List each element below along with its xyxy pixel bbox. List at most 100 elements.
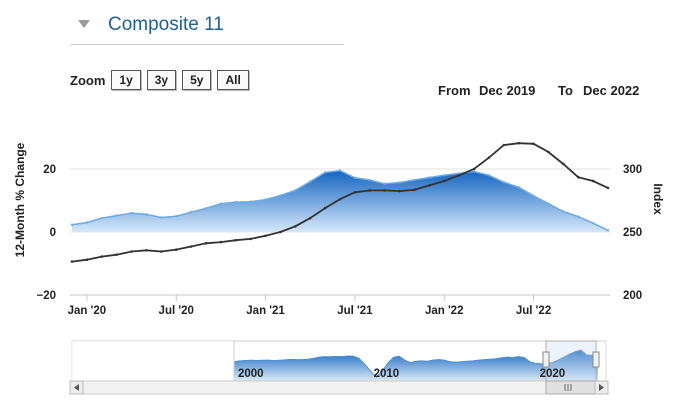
index-point [294,225,297,228]
arrow-left-icon [74,384,79,391]
pct-change-point [562,210,565,213]
navigator-series-line [233,349,599,378]
y-right-tick-label: 250 [623,227,642,239]
range-from-label: From [438,83,471,98]
x-tick-label: Jan '20 [68,305,107,317]
x-tick-label: Jul '22 [516,305,551,317]
index-point [383,189,386,192]
pct-change-point [368,178,371,182]
pct-change-point [398,181,401,184]
index-point [368,189,372,192]
navigator-year-label: 2020 [540,368,566,380]
pct-change-point [487,174,491,177]
navigator-mask-left [72,341,234,381]
index-point [160,250,163,253]
navigator-selection [545,340,597,382]
navigator-handle-left[interactable] [542,351,550,368]
series-pct-change-area [72,170,608,232]
pct-change-point [413,178,416,182]
index-point [308,216,312,220]
index-point [517,141,520,145]
pct-change-point [85,221,89,224]
page-title: Composite 11 [108,14,224,35]
index-point [204,242,208,245]
pct-change-point [457,172,461,175]
index-point [502,143,506,147]
pct-change-point [591,221,595,225]
index-point [562,162,565,166]
triangle-down-icon[interactable] [78,20,90,28]
index-point [428,184,431,187]
pct-change-point [219,202,223,205]
zoom-all-button[interactable]: All [217,70,249,90]
pct-change-point [547,202,550,205]
chart-header: Composite 11 [70,0,344,45]
index-point [189,245,193,248]
pct-change-point [234,200,237,204]
index-point [249,237,252,241]
pct-change-point [606,229,610,232]
index-point [323,206,327,210]
pct-change-point [502,181,505,184]
pct-change-point [249,200,252,203]
y-left-tick-label: 20 [43,164,56,176]
x-tick-label: Jul '21 [337,305,373,317]
x-tick-label: Jan '22 [425,305,464,317]
index-point [70,260,74,263]
y-left-tick-label: 0 [50,227,56,239]
index-point [279,230,282,234]
pct-change-point [100,216,103,220]
pct-change-point [472,170,476,173]
index-point [338,197,342,201]
arrow-right-icon [599,384,604,391]
pct-change-point [160,216,163,219]
y-right-axis-title: Index [651,183,665,215]
x-tick-label: Jan '21 [246,305,285,317]
y-right-tick-label: 300 [623,164,642,176]
index-point [457,174,461,177]
index-point [398,189,401,193]
pct-change-point [532,194,535,197]
index-point [130,250,133,253]
navigator-handle-right[interactable] [592,351,600,368]
pct-change-point [70,223,74,226]
pct-change-point [204,207,208,210]
pct-change-point [309,180,312,183]
zoom-5y-button[interactable]: 5y [182,70,212,90]
pct-change-point [517,186,520,189]
pct-change-point [443,174,446,177]
zoom-1y-button[interactable]: 1y [111,70,141,90]
index-point [264,234,267,238]
index-point [234,238,238,242]
scrollbar-track[interactable] [69,380,609,395]
index-point [115,253,118,256]
pct-change-point [279,194,282,197]
index-point [219,240,223,244]
index-point [353,191,357,194]
index-point [606,186,610,190]
y-left-tick-label: −20 [36,290,56,302]
pct-change-point [353,176,357,180]
index-point [472,167,476,171]
pct-change-point [189,210,193,214]
index-point [576,175,580,179]
pct-change-point [323,171,327,174]
range-to-input[interactable]: Dec 2022 [583,83,640,98]
index-point [174,248,178,251]
index-point [413,188,416,192]
index-point [547,150,550,154]
range-from-input[interactable]: Dec 2019 [479,83,536,98]
pct-change-point [338,169,342,172]
pct-change-point [294,189,297,192]
pct-change-point [175,215,178,218]
pct-change-point [130,211,133,215]
index-point [85,258,89,262]
navigator-series-area [234,349,598,381]
y-right-tick-label: 200 [623,290,642,302]
zoom-3y-button[interactable]: 3y [146,70,177,90]
zoom-controls: Zoom 1y 3y 5y All [70,70,255,90]
index-point [487,156,491,159]
zoom-label: Zoom [70,72,106,88]
pct-change-point [115,214,118,217]
